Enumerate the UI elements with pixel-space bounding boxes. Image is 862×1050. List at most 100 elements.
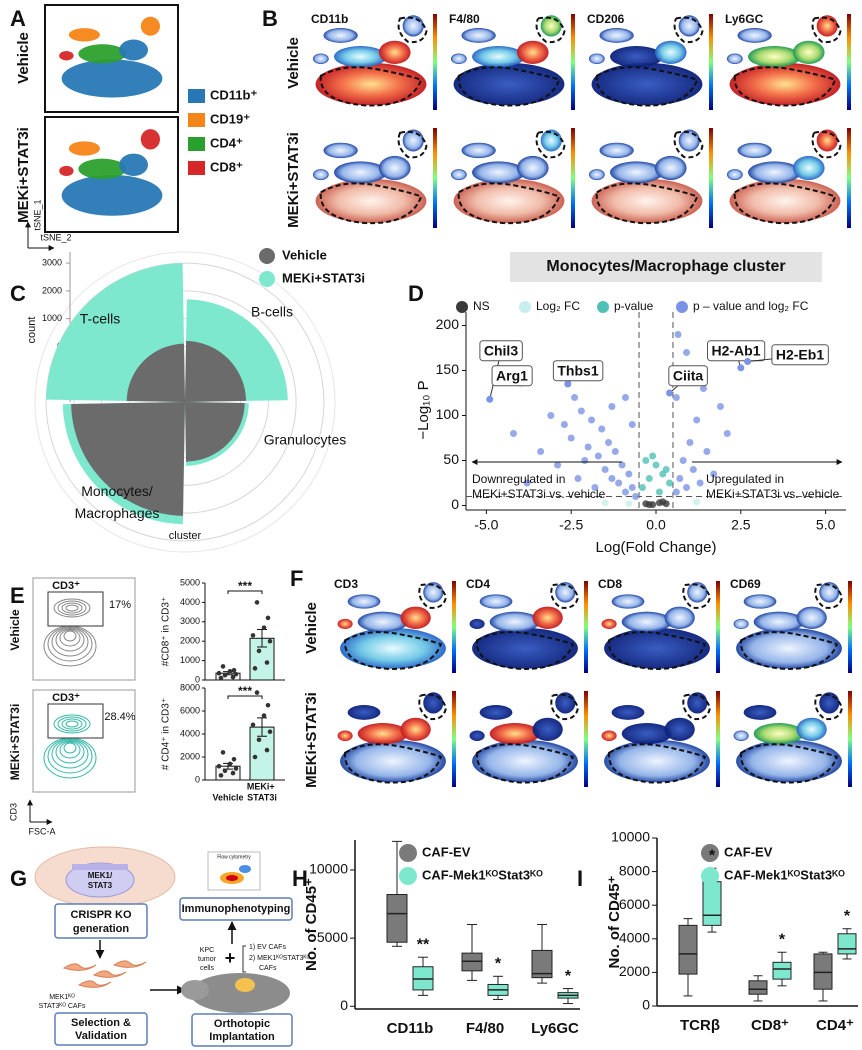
flow-contour bbox=[65, 604, 79, 612]
tsne-image bbox=[450, 128, 575, 228]
y-tick-label: 0 bbox=[340, 997, 348, 1013]
data-point bbox=[233, 766, 239, 771]
error-bar bbox=[257, 629, 267, 648]
step-label: Implantation bbox=[209, 1031, 275, 1043]
annotation: MEKi+STAT3i vs. vehicle bbox=[472, 487, 606, 501]
cluster-outline bbox=[476, 631, 575, 670]
cluster-outline bbox=[608, 631, 707, 670]
data-point bbox=[265, 702, 271, 708]
flow-contour bbox=[47, 738, 93, 774]
flow-contour bbox=[55, 740, 85, 764]
category-label: Granulocytes bbox=[264, 432, 346, 448]
cluster-outline bbox=[733, 182, 837, 225]
x-axis-label: Log(Fold Change) bbox=[596, 539, 717, 556]
data-point bbox=[267, 638, 273, 644]
tsne-image bbox=[337, 581, 456, 673]
legend-marker bbox=[399, 844, 417, 862]
y-tick-label: 4000 bbox=[619, 930, 650, 946]
label-box bbox=[668, 365, 708, 387]
legend-marker bbox=[456, 301, 468, 313]
box bbox=[702, 881, 722, 926]
cell-cluster bbox=[357, 723, 409, 745]
point bbox=[588, 416, 596, 424]
legend-label: MEKi+STAT3i bbox=[282, 270, 365, 285]
data-point bbox=[267, 729, 273, 734]
flow-contour bbox=[53, 598, 91, 618]
legend-marker bbox=[597, 301, 609, 313]
point bbox=[683, 484, 691, 491]
cluster-outline bbox=[682, 693, 711, 721]
point bbox=[581, 457, 589, 464]
tsne-image bbox=[601, 581, 720, 673]
panel-label: I bbox=[577, 866, 583, 891]
point bbox=[696, 479, 704, 487]
point bbox=[554, 461, 562, 469]
cluster-outline bbox=[608, 743, 707, 784]
row-label: Vehicle bbox=[15, 32, 32, 84]
grid-line bbox=[128, 345, 242, 459]
legend-swatch bbox=[188, 89, 205, 103]
legend-marker bbox=[701, 867, 719, 885]
cluster-outline bbox=[319, 66, 423, 107]
flow-contour bbox=[59, 741, 81, 759]
cell-cluster bbox=[599, 28, 634, 43]
legend-swatch bbox=[188, 161, 205, 175]
gate-label: CD3⁺ bbox=[52, 692, 80, 704]
point bbox=[628, 484, 636, 491]
box bbox=[678, 924, 698, 975]
box bbox=[813, 953, 833, 990]
cell-cluster bbox=[591, 179, 703, 223]
cluster-outline bbox=[397, 130, 428, 159]
data-point bbox=[264, 660, 270, 665]
y-tick-label: 8000 bbox=[180, 682, 200, 692]
point bbox=[710, 470, 718, 478]
cell-cluster bbox=[119, 39, 148, 61]
legend-marker bbox=[399, 867, 417, 885]
point bbox=[625, 470, 633, 478]
cell-cluster bbox=[601, 730, 617, 742]
cell-cluster bbox=[816, 15, 838, 37]
point bbox=[652, 461, 660, 469]
cluster-outline bbox=[535, 16, 566, 44]
point bbox=[621, 394, 629, 401]
grid-line bbox=[45, 262, 325, 542]
cell-cluster bbox=[315, 62, 427, 106]
point bbox=[655, 488, 663, 496]
color-scale bbox=[433, 14, 437, 110]
cell-cluster bbox=[816, 129, 838, 152]
cell-cluster bbox=[400, 606, 431, 630]
color-scale bbox=[709, 128, 713, 228]
cell-cluster bbox=[78, 44, 127, 64]
cluster-outline bbox=[595, 66, 699, 107]
x-tick-label: MEKi+ STAT3i bbox=[247, 782, 277, 803]
legend-marker bbox=[676, 301, 688, 313]
point bbox=[737, 364, 745, 372]
cell-cluster bbox=[347, 594, 381, 609]
legend-label: p-value bbox=[614, 299, 654, 313]
color-scale bbox=[571, 14, 575, 110]
cell-cluster bbox=[489, 611, 541, 633]
schematic-text: 2) MEK1ᴷᴼSTAT3ᴷᴼ bbox=[249, 955, 311, 962]
cell-cluster bbox=[469, 730, 485, 742]
title-box bbox=[510, 252, 822, 282]
cell-cluster bbox=[472, 740, 578, 783]
point bbox=[574, 475, 582, 482]
color-scale bbox=[848, 581, 852, 673]
y-tick-label: 10000 bbox=[309, 861, 348, 877]
cell-cluster bbox=[119, 153, 148, 177]
step-label: Orthotopic bbox=[214, 1018, 270, 1030]
data-point bbox=[222, 768, 228, 774]
cell-cluster bbox=[748, 46, 801, 68]
point bbox=[567, 434, 575, 442]
row-label: Vehicle bbox=[285, 37, 302, 89]
y-tick-label: 2000 bbox=[619, 963, 650, 979]
gate bbox=[47, 703, 104, 739]
gene-label: Chil3 bbox=[484, 343, 518, 359]
cell-cluster bbox=[736, 740, 842, 783]
point bbox=[638, 484, 646, 491]
y-tick-label: 6000 bbox=[619, 896, 650, 912]
point bbox=[621, 488, 629, 496]
y-tick-label: 3000 bbox=[180, 616, 200, 626]
flow-contour bbox=[61, 602, 83, 614]
data-point bbox=[222, 672, 228, 678]
